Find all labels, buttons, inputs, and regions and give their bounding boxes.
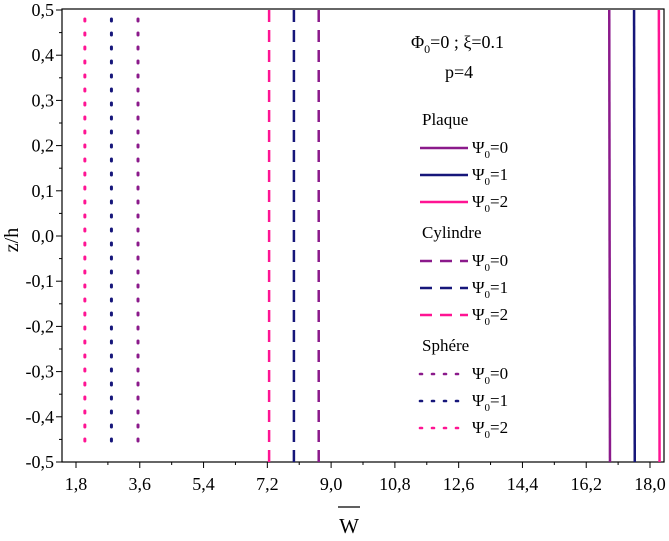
x-tick-label: 5,4 [192, 474, 215, 494]
legend-entry-label: Ψ0=0 [472, 138, 508, 161]
legend-psi: Ψ [472, 278, 485, 297]
y-tick-label: -0,3 [26, 362, 55, 382]
y-tick-label: 0,4 [32, 45, 55, 65]
legend-entry-label: Ψ0=1 [472, 278, 508, 301]
legend-group-title: Sphére [422, 336, 469, 355]
x-tick-label: 1,8 [65, 474, 88, 494]
y-tick-label: -0,2 [26, 316, 55, 336]
x-tick-label: 3,6 [129, 474, 152, 494]
legend-psi-value: =2 [490, 192, 508, 211]
y-tick-label: 0,0 [32, 226, 55, 246]
series-layer [83, 9, 661, 463]
annotation-line-1: Φ0=0 ; ξ=0.1 [411, 32, 504, 56]
legend-entry-label: Ψ0=0 [472, 251, 508, 274]
legend-psi-sub: 0 [485, 402, 491, 414]
legend-psi: Ψ [472, 165, 485, 184]
legend-entry-label: Ψ0=1 [472, 391, 508, 414]
annotation-phi-sub: 0 [424, 42, 430, 56]
legend-entry-label: Ψ0=2 [472, 192, 508, 215]
legend-entry-label: Ψ0=2 [472, 418, 508, 441]
y-tick-label: 0,1 [32, 181, 55, 201]
y-tick-label: -0,1 [26, 271, 55, 291]
annotation-phi: Φ [411, 32, 424, 52]
legend-psi-sub: 0 [485, 375, 491, 387]
legend-psi-value: =0 [490, 138, 508, 157]
y-tick-label: -0,5 [26, 452, 55, 472]
legend-psi-value: =2 [490, 305, 508, 324]
annotation: Φ0=0 ; ξ=0.1 p=4 [411, 32, 504, 82]
x-tick-label: 12,6 [443, 474, 475, 494]
legend-psi-value: =0 [490, 364, 508, 383]
legend-psi: Ψ [472, 251, 485, 270]
legend-entry-label: Ψ0=1 [472, 165, 508, 188]
legend-psi-sub: 0 [485, 203, 491, 215]
x-tick-label: 10,8 [379, 474, 411, 494]
annotation-phi-rest: =0 ; ξ=0.1 [430, 32, 504, 52]
x-tick-label: 16,2 [570, 474, 602, 494]
legend-psi: Ψ [472, 192, 485, 211]
legend-group-title: Plaque [422, 110, 468, 129]
legend-psi-sub: 0 [485, 176, 491, 188]
series-line [632, 9, 637, 463]
legend-psi: Ψ [472, 418, 485, 437]
legend-psi-sub: 0 [485, 149, 491, 161]
plot-frame [61, 8, 665, 463]
series-line [608, 9, 612, 463]
series-line [657, 9, 661, 463]
y-tick-label: 0,3 [32, 90, 55, 110]
legend-psi-value: =1 [490, 278, 508, 297]
legend-psi-sub: 0 [485, 429, 491, 441]
x-tick-label: 14,4 [507, 474, 539, 494]
x-axis-label: W [339, 514, 359, 538]
x-tick-label: 7,2 [256, 474, 279, 494]
legend-psi: Ψ [472, 138, 485, 157]
legend-entry-label: Ψ0=2 [472, 305, 508, 328]
axis-ticks [56, 9, 651, 468]
legend-psi-sub: 0 [485, 289, 491, 301]
legend-psi-sub: 0 [485, 262, 491, 274]
x-tick-label: 9,0 [320, 474, 343, 494]
legend-group-title: Cylindre [422, 223, 482, 242]
legend-psi-value: =1 [490, 391, 508, 410]
y-axis-label: z/h [1, 228, 23, 252]
legend-psi-value: =0 [490, 251, 508, 270]
x-tick-label: 18,0 [634, 474, 666, 494]
y-tick-labels: 0,5 0,4 0,3 0,2 0,1 0,0 -0,1 -0,2 -0,3 -0,4 -0,5 [26, 0, 55, 472]
legend-psi-value: =1 [490, 165, 508, 184]
legend-psi-sub: 0 [485, 316, 491, 328]
annotation-p: p=4 [445, 62, 473, 82]
legend-psi: Ψ [472, 391, 485, 410]
y-tick-label: -0,4 [26, 407, 55, 427]
y-tick-label: 0,2 [32, 136, 55, 156]
x-tick-labels: 1,8 3,6 5,4 7,2 9,0 10,8 12,6 14,4 16,2 18,0 [65, 474, 666, 494]
legend: PlaqueΨ0=0Ψ0=1Ψ0=2CylindreΨ0=0Ψ0=1Ψ0=2Sp… [418, 110, 508, 441]
x-axis-label-group: W [338, 506, 360, 538]
legend-entry-label: Ψ0=0 [472, 364, 508, 387]
legend-psi: Ψ [472, 364, 485, 383]
y-tick-label: 0,5 [32, 0, 55, 20]
legend-psi: Ψ [472, 305, 485, 324]
legend-psi-value: =2 [490, 418, 508, 437]
